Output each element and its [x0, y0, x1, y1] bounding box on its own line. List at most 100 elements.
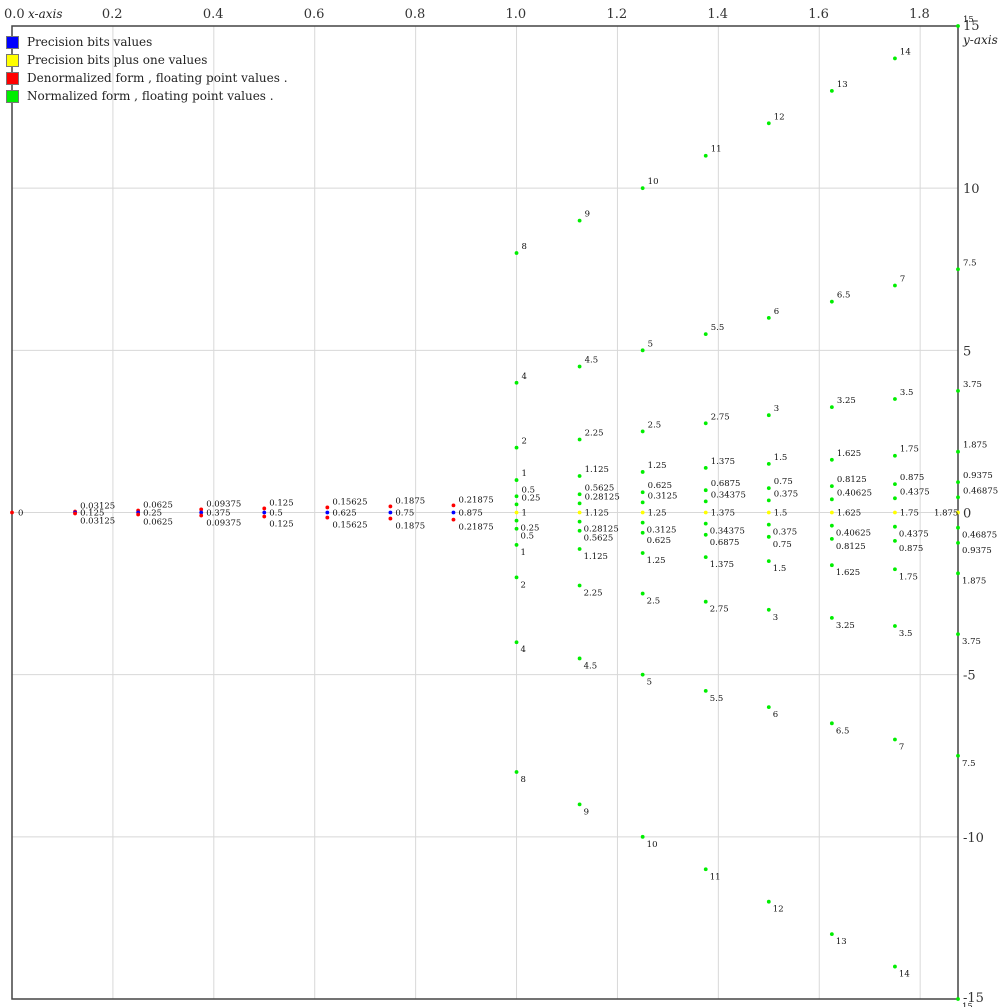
- point-label: 14: [900, 47, 911, 57]
- normalized-point: [577, 519, 582, 524]
- normalized-point: [893, 56, 897, 61]
- point-label: 0.6875: [711, 479, 741, 489]
- legend-swatch-green: [6, 89, 19, 103]
- normalized-point: [829, 497, 834, 502]
- point-label: 0.21875: [458, 523, 493, 533]
- normalized-point: [703, 332, 708, 337]
- x-tick-label: 1.6: [808, 7, 829, 22]
- x-tick-label: 1.8: [909, 7, 930, 22]
- point-label: 0.21875: [458, 495, 493, 505]
- point-label: 3.25: [837, 396, 856, 406]
- normalized-point: [514, 494, 519, 499]
- x-tick-label: 1.0: [506, 7, 527, 22]
- axis-ticks: 0.0 0.2 0.4 0.6 0.8 1.0 1.2 1.4 1.6 1.8151050-5-1…: [4, 7, 998, 1006]
- normalized-point: [893, 496, 897, 501]
- point-label: 9: [585, 210, 590, 220]
- point-label: 0.28125: [584, 525, 619, 535]
- point-label: 0.3125: [648, 491, 678, 501]
- x-tick-label: 0.2: [102, 7, 123, 22]
- point-label: 1.875: [934, 509, 958, 519]
- point-label: 7.5: [962, 759, 976, 769]
- denormalized-point: [388, 504, 393, 509]
- x-tick-label: 1.4: [707, 7, 728, 22]
- normalized-point: [956, 632, 960, 637]
- point-label: 0.9375: [962, 546, 992, 556]
- legend-label: Denormalized form , floating point value…: [27, 71, 288, 85]
- normalized-point: [640, 672, 645, 677]
- point-label: 7: [899, 743, 904, 753]
- precision-plus-one-point: [829, 510, 834, 515]
- point-label: 0.09375: [206, 519, 241, 529]
- normalized-point: [766, 498, 771, 503]
- point-label: 6.5: [836, 726, 850, 736]
- point-label: 0.0625: [143, 500, 173, 510]
- point-label: 0.875: [899, 544, 923, 554]
- denormalized-point: [262, 514, 267, 519]
- point-label: 1.25: [647, 556, 666, 566]
- normalized-point: [829, 88, 834, 93]
- legend-label: Precision bits values: [27, 35, 153, 49]
- legend-swatch-red: [6, 71, 19, 85]
- normalized-point: [766, 413, 771, 418]
- point-label: 14: [899, 970, 910, 980]
- point-label: 0.4375: [900, 487, 930, 497]
- legend-item-normalized: Normalized form , floating point values …: [6, 87, 288, 105]
- precision-point: [262, 510, 267, 515]
- point-label: 0.4375: [899, 530, 929, 540]
- point-label: 1.375: [711, 509, 735, 519]
- denormalized-point: [451, 517, 456, 522]
- point-label: 5.5: [711, 323, 725, 333]
- point-label: 0: [18, 509, 23, 519]
- normalized-point: [829, 721, 834, 726]
- normalized-point: [766, 461, 771, 466]
- normalized-point: [766, 705, 771, 709]
- precision-plus-one-point: [577, 510, 582, 515]
- x-tick-label: 1.2: [606, 7, 627, 22]
- denormalized-point: [325, 515, 330, 520]
- normalized-point: [640, 429, 645, 434]
- point-label: 0.34375: [711, 490, 746, 500]
- point-label: 5: [648, 339, 653, 349]
- point-label: 2.25: [584, 588, 603, 598]
- denormalized-point: [10, 510, 14, 515]
- point-label: 2: [522, 437, 527, 447]
- point-label: 1.125: [585, 509, 609, 519]
- normalized-point: [829, 616, 834, 620]
- normalized-point: [956, 24, 960, 28]
- normalized-point: [956, 571, 960, 576]
- y-tick-label: 5: [963, 344, 971, 359]
- precision-point: [325, 510, 330, 515]
- point-label: 7.5: [963, 258, 977, 268]
- normalized-point: [514, 502, 519, 507]
- normalized-point: [703, 153, 708, 158]
- normalized-point: [829, 932, 834, 937]
- point-label: 1.75: [900, 509, 919, 519]
- denormalized-point: [199, 507, 204, 512]
- point-label: 0.375: [206, 509, 230, 519]
- normalized-point: [577, 583, 582, 588]
- point-label: 0.9375: [963, 471, 993, 481]
- point-label: 0.375: [774, 489, 798, 499]
- point-label: 3.5: [899, 629, 913, 639]
- point-label: 4.5: [585, 356, 599, 366]
- precision-plus-one-point: [640, 510, 645, 515]
- normalized-point: [577, 474, 582, 478]
- point-label: 15: [962, 1002, 973, 1007]
- chart-legend: Precision bits values Precision bits plu…: [6, 33, 288, 105]
- normalized-point: [640, 500, 645, 505]
- point-label: 2.5: [647, 597, 661, 607]
- normalized-point: [703, 688, 708, 693]
- point-label: 0.34375: [710, 527, 745, 537]
- normalized-point: [640, 186, 645, 191]
- normalized-point: [829, 299, 834, 304]
- data-labels: 00.031250.1250.031250.06250.250.06250.09…: [18, 15, 998, 1007]
- point-label: 1.25: [648, 509, 667, 519]
- normalized-point: [577, 218, 582, 223]
- normalized-point: [956, 495, 960, 500]
- normalized-point: [893, 567, 897, 572]
- normalized-point: [514, 640, 519, 645]
- point-label: 1.75: [899, 572, 918, 582]
- point-label: 4: [522, 372, 527, 382]
- point-label: 4: [521, 645, 526, 655]
- normalized-point: [640, 530, 645, 535]
